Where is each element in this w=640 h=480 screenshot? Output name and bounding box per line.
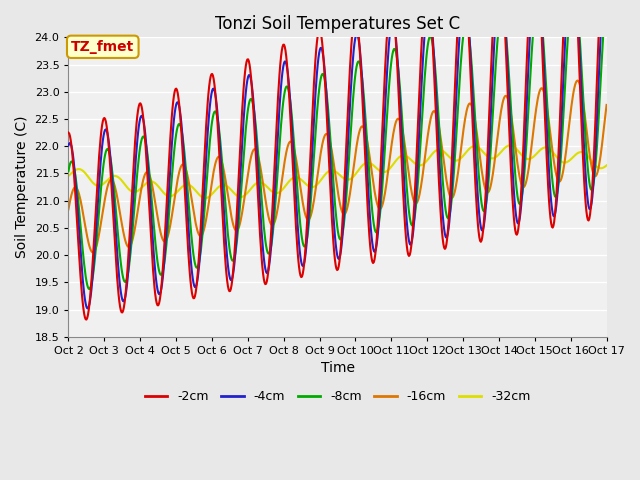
-8cm — [65, 168, 72, 174]
-32cm — [130, 189, 138, 195]
-8cm — [419, 96, 427, 102]
Legend: -2cm, -4cm, -8cm, -16cm, -32cm: -2cm, -4cm, -8cm, -16cm, -32cm — [140, 385, 536, 408]
-8cm — [131, 205, 138, 211]
-2cm — [83, 317, 90, 323]
Text: TZ_fmet: TZ_fmet — [71, 40, 134, 54]
-2cm — [185, 259, 193, 265]
Line: -8cm: -8cm — [68, 0, 607, 289]
-4cm — [419, 52, 427, 58]
-2cm — [214, 118, 221, 124]
-2cm — [404, 248, 412, 254]
-16cm — [214, 155, 221, 161]
-2cm — [65, 130, 72, 135]
-8cm — [404, 194, 412, 200]
-16cm — [573, 78, 581, 84]
-4cm — [185, 233, 193, 239]
-32cm — [184, 182, 192, 188]
-8cm — [185, 204, 193, 210]
-16cm — [603, 102, 611, 108]
Y-axis label: Soil Temperature (C): Soil Temperature (C) — [15, 116, 29, 258]
-4cm — [131, 178, 138, 183]
-4cm — [65, 143, 72, 148]
-32cm — [404, 154, 412, 160]
-4cm — [84, 305, 92, 311]
-32cm — [419, 161, 427, 167]
-32cm — [65, 173, 72, 179]
-16cm — [65, 206, 72, 212]
-8cm — [214, 115, 221, 120]
-2cm — [74, 238, 82, 243]
-16cm — [90, 250, 97, 255]
-8cm — [86, 286, 93, 292]
-32cm — [506, 143, 514, 148]
-2cm — [419, 13, 427, 19]
Line: -4cm: -4cm — [68, 0, 607, 308]
-32cm — [603, 163, 611, 168]
Line: -2cm: -2cm — [68, 0, 607, 320]
-16cm — [185, 180, 193, 186]
-4cm — [74, 215, 82, 220]
-8cm — [74, 197, 82, 203]
-16cm — [74, 189, 82, 194]
-2cm — [131, 150, 138, 156]
Line: -16cm: -16cm — [68, 81, 607, 252]
X-axis label: Time: Time — [321, 361, 355, 375]
-32cm — [74, 166, 82, 172]
-4cm — [404, 227, 412, 232]
-32cm — [202, 195, 209, 201]
-4cm — [214, 109, 221, 115]
-16cm — [404, 162, 412, 168]
Title: Tonzi Soil Temperatures Set C: Tonzi Soil Temperatures Set C — [215, 15, 460, 33]
-16cm — [131, 228, 138, 234]
Line: -32cm: -32cm — [68, 145, 607, 198]
-32cm — [214, 185, 221, 191]
-16cm — [419, 168, 427, 174]
